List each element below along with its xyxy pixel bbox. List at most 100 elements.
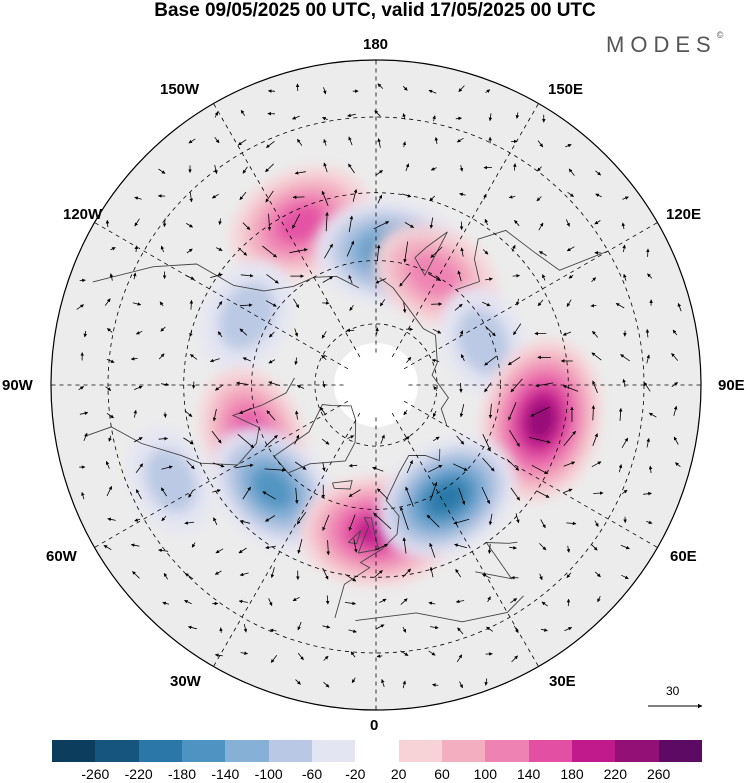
wind-vector-arrow (508, 195, 516, 199)
wind-vector-arrow (243, 624, 248, 633)
wind-vector-arrow (239, 519, 251, 524)
wind-vector-arrow (594, 220, 601, 225)
wind-vector-arrow (403, 436, 410, 442)
wind-vector-arrow (404, 222, 415, 228)
wind-vector-arrow (186, 248, 193, 254)
wind-vector-arrow (105, 386, 112, 391)
wind-vector-arrow (238, 247, 248, 256)
colorbar-swatch (181, 740, 226, 762)
wind-vector-arrow (591, 405, 596, 421)
wind-vector-arrow (531, 464, 549, 475)
wind-vector-arrow (185, 223, 194, 228)
coastline (414, 231, 448, 277)
wind-vector-arrow (434, 136, 439, 144)
wind-vector-arrow (429, 217, 434, 229)
wind-vector-arrow (78, 386, 84, 391)
colorbar-swatch (615, 740, 659, 762)
wind-vector-arrow (214, 111, 219, 118)
wind-vector-arrow (189, 331, 193, 337)
wind-vector-arrow (454, 303, 463, 311)
colorbar-swatch (571, 740, 616, 762)
wind-vector-arrow (187, 625, 197, 630)
wind-vector-arrow (348, 489, 361, 498)
wind-vector-arrow (214, 164, 218, 175)
wind-vector-arrow (134, 518, 141, 522)
wind-vector-arrow (514, 220, 520, 227)
wind-vector-arrow (459, 382, 463, 393)
wind-vector-arrow (160, 326, 166, 332)
wind-vector-arrow (325, 595, 330, 605)
wind-vector-arrow (296, 138, 303, 146)
wind-vector-arrow (268, 381, 281, 386)
wind-vector-arrow (262, 245, 277, 258)
anomaly-layer (128, 167, 602, 587)
wind-vector-arrow (675, 462, 681, 468)
wind-vector-arrow (379, 598, 387, 604)
wind-vector-arrow (509, 546, 517, 550)
wind-vector-arrow (322, 380, 326, 388)
meridian (213, 412, 361, 667)
wind-vector-arrow (161, 515, 167, 522)
wind-vector-arrow (323, 243, 333, 259)
wind-vector-arrow (432, 115, 436, 122)
wind-vector-arrow (238, 139, 247, 146)
wind-vector-arrow (322, 514, 330, 531)
wind-vector-arrow (488, 403, 493, 419)
wind-vector-arrow (536, 196, 542, 202)
wind-vector-arrow (350, 651, 356, 658)
lon-label-180: 180 (363, 36, 389, 53)
wind-vector-arrow (109, 273, 114, 281)
wind-vector-arrow (348, 514, 356, 531)
latitude-circle (183, 192, 569, 578)
wind-vector-arrow (268, 359, 276, 364)
wind-vector-arrow (158, 548, 169, 553)
wind-vector-arrow (400, 650, 409, 656)
wind-vector-arrow (185, 573, 194, 580)
wind-vector-arrow (373, 512, 392, 530)
wind-vector-arrow (595, 170, 601, 176)
wind-vector-arrow (538, 222, 544, 231)
wind-vector-arrow (159, 301, 164, 307)
wind-vector-arrow (506, 459, 520, 471)
lon-label-30e: 30E (549, 673, 576, 690)
coastline (92, 263, 360, 292)
wind-vector-arrow (296, 511, 307, 525)
lon-label-30w: 30W (170, 673, 201, 690)
lon-label-150w: 150W (160, 81, 200, 98)
anomaly-contour-fill (406, 252, 462, 299)
wind-vector-arrow (513, 323, 522, 336)
wind-vector-arrow (134, 385, 143, 390)
wind-vector-arrow (348, 463, 358, 468)
wind-vector-arrow (618, 464, 623, 473)
wind-vector-arrow (163, 412, 167, 418)
wind-vector-arrow (212, 408, 217, 422)
wind-vector-arrow (296, 385, 305, 389)
wind-vector-arrow (214, 570, 222, 575)
wind-vector-arrow (266, 140, 275, 148)
wind-vector-arrow (352, 189, 358, 202)
wind-vector-arrow (294, 461, 307, 470)
wind-vector-arrow (321, 354, 327, 360)
wind-vector-arrow (562, 385, 579, 392)
wind-vector-arrow (376, 244, 381, 261)
wind-vector-arrow (459, 404, 465, 418)
wind-vector-arrow (595, 193, 602, 198)
meridian (391, 412, 539, 667)
wind-vector-arrow (428, 273, 442, 281)
wind-vector-arrow (562, 488, 573, 494)
wind-vector-arrow (403, 409, 408, 416)
lon-label-120e: 120E (666, 206, 702, 223)
wind-vector-arrow (482, 301, 491, 307)
wind-vector-arrow (79, 411, 89, 416)
wind-vector-arrow (212, 489, 221, 493)
wind-vector-arrow (456, 654, 463, 663)
wind-vector-arrow (214, 137, 220, 144)
wind-vector-arrow (348, 163, 355, 174)
wind-vector-arrow (81, 491, 85, 500)
wind-vector-arrow (322, 625, 331, 629)
lon-label-150e: 150E (548, 81, 584, 98)
wind-vector-arrow (242, 486, 251, 500)
wind-vector-arrow (566, 545, 571, 553)
wind-vector-arrow (264, 468, 286, 472)
wind-vector-arrow (402, 141, 407, 148)
